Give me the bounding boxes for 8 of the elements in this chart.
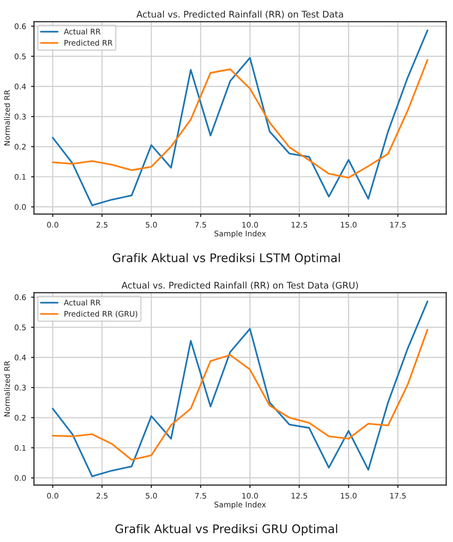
line-series (52, 300, 428, 478)
text: Grafik Aktual vs Prediksi LSTM Optimal (112, 253, 340, 265)
line-series (52, 328, 428, 461)
line-series (52, 59, 428, 178)
chart-title: Actual vs. Predicted Rainfall (RR) on Test Data (136, 10, 343, 19)
chart-title: Actual vs. Predicted Rainfall (RR) on Test Data (GRU) (122, 282, 358, 290)
line-series (52, 30, 428, 206)
text: Grafik Aktual vs Prediksi GRU Optimal (115, 524, 338, 536)
